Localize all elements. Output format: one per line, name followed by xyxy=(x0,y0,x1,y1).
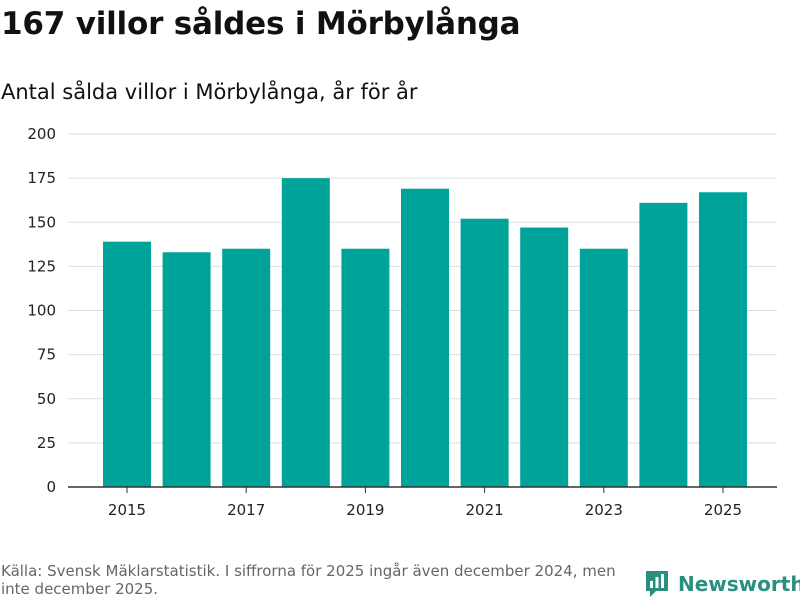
x-tick-label: 2017 xyxy=(227,501,265,519)
y-tick-label: 100 xyxy=(27,302,56,320)
bar-2017[interactable] xyxy=(222,248,271,487)
y-tick-label: 0 xyxy=(46,478,56,496)
y-tick-label: 150 xyxy=(27,213,56,231)
y-tick-label: 200 xyxy=(27,125,56,143)
y-tick-label: 175 xyxy=(27,169,56,187)
x-tick-label: 2019 xyxy=(346,501,384,519)
bar-2016[interactable] xyxy=(162,252,211,487)
bar-2019[interactable] xyxy=(341,248,390,487)
y-tick-label: 25 xyxy=(37,434,56,452)
chart-title: 167 villor såldes i Mörbylånga xyxy=(1,6,521,42)
bar-2022[interactable] xyxy=(520,227,569,488)
bar-2024[interactable] xyxy=(639,202,688,487)
chart-subtitle: Antal sålda villor i Mörbylånga, år för … xyxy=(1,80,418,104)
bar-2015[interactable] xyxy=(103,241,151,487)
bar-2025[interactable] xyxy=(699,192,747,487)
newsworthy-brand[interactable]: Newsworthy xyxy=(644,569,800,599)
bar-2021[interactable] xyxy=(460,218,509,487)
bar-2018[interactable] xyxy=(281,178,330,487)
bars xyxy=(103,178,747,488)
x-tick-label: 2021 xyxy=(466,501,504,519)
y-tick-label: 125 xyxy=(27,257,56,275)
newsworthy-logo-icon xyxy=(646,571,668,597)
bar-chart: 0 25 50 75 100 125 150 175 200 2015 2017 2019 2021 20… xyxy=(27,125,777,519)
x-tick-label: 2015 xyxy=(108,501,146,519)
brand-name: Newsworthy xyxy=(678,572,800,596)
y-tick-label: 75 xyxy=(37,346,56,364)
x-tick-label: 2023 xyxy=(585,501,623,519)
y-tick-label: 50 xyxy=(37,390,56,408)
bar-2020[interactable] xyxy=(401,188,449,487)
bar-2023[interactable] xyxy=(579,248,628,487)
x-tick-label: 2025 xyxy=(704,501,742,519)
source-note: Källa: Svensk Mäklarstatistik. I siffror… xyxy=(1,562,616,598)
axes: 0 25 50 75 100 125 150 175 200 2015 2017 2019 2021 20… xyxy=(27,125,777,519)
